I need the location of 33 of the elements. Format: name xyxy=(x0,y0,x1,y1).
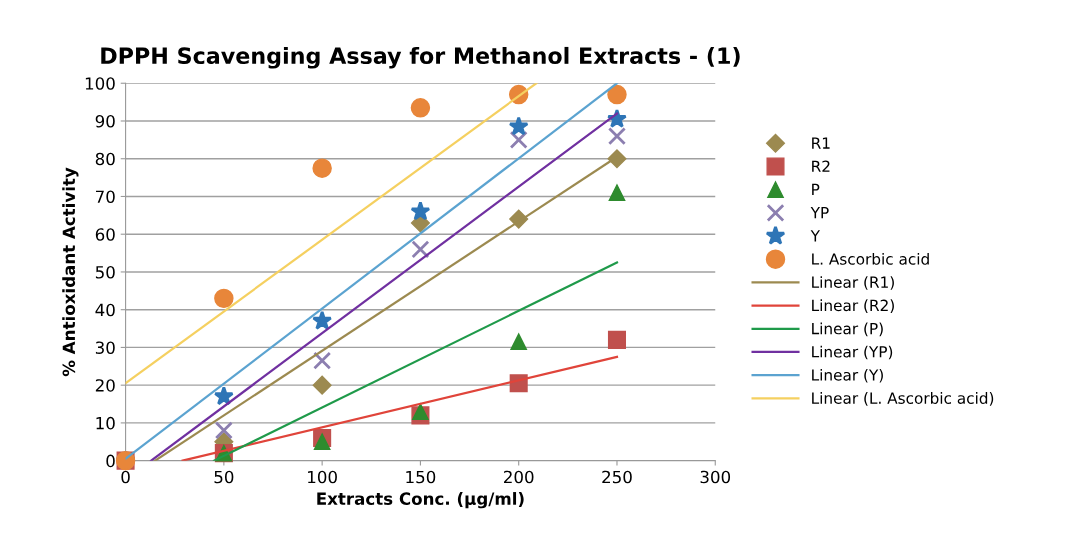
y-tick-label: 100 xyxy=(85,77,115,90)
y-axis-title: % Antioxidant Activity xyxy=(62,167,79,377)
y-tick-label: 30 xyxy=(95,341,115,354)
x-tick-label: 250 xyxy=(602,470,632,484)
x-tick-label: 300 xyxy=(700,470,731,484)
y-tick-label: 10 xyxy=(96,416,115,430)
legend-label: Y xyxy=(810,230,821,242)
x-tick-label: 150 xyxy=(406,470,436,484)
legend-label: Linear (YP) xyxy=(812,345,893,360)
legend-label: YP xyxy=(810,207,829,219)
x-axis-title: Extracts Conc. (µg/ml) xyxy=(317,492,524,509)
legend-label: R2 xyxy=(812,160,830,172)
legend-label: P xyxy=(812,183,820,195)
legend-label: Linear (R1) xyxy=(812,276,894,290)
legend-label: R1 xyxy=(812,137,830,149)
y-tick-label: 20 xyxy=(95,379,115,392)
y-tick-label: 50 xyxy=(95,265,115,279)
legend-label: Linear (R2) xyxy=(812,299,894,313)
legend-label: L. Ascorbic acid xyxy=(812,252,929,265)
y-tick-label: 60 xyxy=(95,228,115,241)
y-tick-label: 40 xyxy=(95,303,115,317)
x-tick-label: 200 xyxy=(504,470,534,484)
legend-label: Linear (P) xyxy=(812,322,883,337)
y-tick-label: 80 xyxy=(95,152,115,166)
legend-label: Linear (L. Ascorbic acid) xyxy=(812,392,994,406)
chart-title: DPPH Scavenging Assay for Methanol Extracts - (1) xyxy=(101,46,740,69)
x-tick-label: 0 xyxy=(121,470,130,484)
legend-label: Linear (Y) xyxy=(812,368,883,383)
y-tick-label: 0 xyxy=(106,454,115,468)
y-tick-label: 90 xyxy=(95,114,115,128)
y-tick-label: 70 xyxy=(96,190,115,204)
x-tick-label: 50 xyxy=(214,470,234,484)
x-tick-label: 100 xyxy=(308,470,337,484)
